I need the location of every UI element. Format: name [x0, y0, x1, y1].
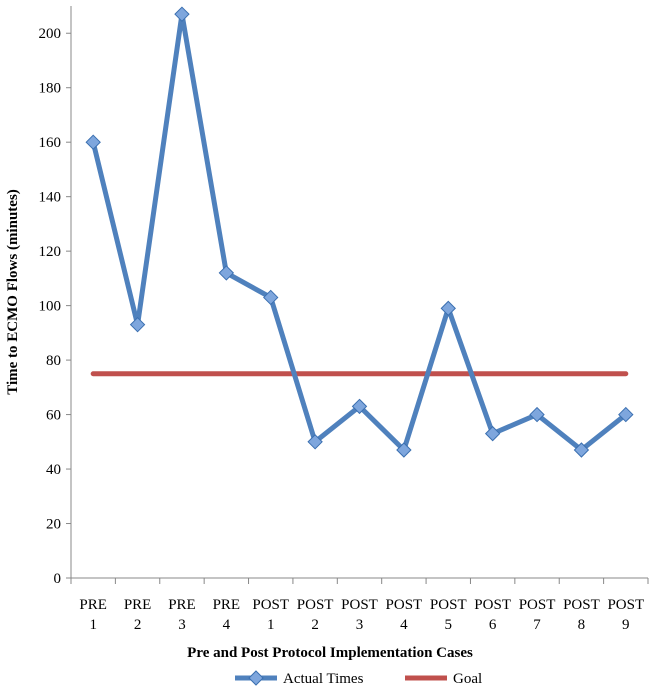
x-axis: PRE 1 PRE 2 PRE 3 PRE 4 POST 1 POST 2 POST 3 POST 4 POST… — [70, 577, 649, 633]
data-point-marker — [129, 316, 146, 333]
data-point-marker — [351, 398, 368, 415]
x-tick-label-line1: PRE — [168, 597, 196, 613]
x-tick-label-line1: POST — [607, 597, 644, 613]
y-tick-label: 60 — [46, 408, 61, 424]
data-point-marker — [440, 300, 456, 317]
y-tick-label: 80 — [46, 353, 61, 369]
y-tick-label: 120 — [39, 244, 62, 260]
x-tick-label-line1: POST — [474, 597, 511, 613]
data-point-marker — [85, 134, 101, 150]
y-tick-label: 0 — [54, 571, 62, 587]
y-tick-label: 140 — [39, 190, 62, 206]
data-point-marker — [573, 442, 590, 458]
data-point-marker — [307, 434, 323, 450]
y-tick-label: 200 — [39, 26, 62, 42]
x-tick-label-line2: 2 — [134, 617, 142, 633]
x-tick-label-line1: PRE — [124, 597, 152, 613]
x-tick-label-line1: POST — [430, 597, 467, 613]
data-point-marker — [174, 6, 190, 22]
legend-label-actual-times: Actual Times — [283, 671, 364, 687]
y-tick-label: 100 — [39, 299, 62, 315]
x-tick-label-line2: 9 — [622, 617, 630, 633]
legend-item-goal: Goal — [405, 671, 482, 687]
x-tick-label-line2: 3 — [356, 617, 364, 633]
x-tick-label-line2: 1 — [89, 617, 97, 633]
x-axis-title: Pre and Post Protocol Implementation Cas… — [187, 645, 473, 661]
x-tick-label-line2: 7 — [533, 617, 541, 633]
legend-label-goal: Goal — [453, 671, 482, 687]
legend-marker-diamond-icon — [248, 670, 264, 686]
legend-item-actual-times: Actual Times — [235, 670, 364, 687]
data-point-marker — [218, 265, 235, 281]
x-tick-label-line2: 8 — [578, 617, 586, 633]
data-point-marker — [263, 289, 279, 306]
x-tick-label-line1: POST — [563, 597, 600, 613]
x-tick-label-line1: POST — [252, 597, 289, 613]
y-tick-label: 160 — [39, 135, 62, 151]
y-tick-label: 20 — [46, 517, 61, 533]
y-tick-label: 180 — [39, 81, 62, 97]
y-axis-title: Time to ECMO Flows (minutes) — [5, 189, 21, 395]
x-tick-label-line2: 2 — [311, 617, 319, 633]
x-tick-label-line2: 4 — [223, 617, 231, 633]
data-point-marker — [529, 406, 545, 423]
x-tick-label-line2: 4 — [400, 617, 408, 633]
series-line-actual-times — [90, 11, 629, 453]
x-tick-label-line2: 5 — [445, 617, 453, 633]
series-layer — [85, 6, 634, 458]
x-tick-label-line2: 6 — [489, 617, 497, 633]
x-tick-label-line1: PRE — [213, 597, 241, 613]
x-tick-label-line1: PRE — [79, 597, 107, 613]
y-tick-label: 40 — [46, 462, 61, 478]
x-tick-label-line2: 3 — [178, 617, 186, 633]
legend: Actual Times Goal — [235, 670, 482, 687]
x-tick-label-line1: POST — [386, 597, 423, 613]
x-tick-label-line1: POST — [341, 597, 378, 613]
x-tick-label-line1: POST — [297, 597, 334, 613]
data-point-marker — [618, 406, 634, 423]
y-axis: 0 20 40 60 80 100 120 140 160 180 200 — [39, 6, 72, 587]
x-tick-label-line2: 1 — [267, 617, 275, 633]
data-point-marker — [396, 442, 412, 458]
data-point-marker — [484, 425, 501, 442]
x-tick-label-line1: POST — [519, 597, 556, 613]
